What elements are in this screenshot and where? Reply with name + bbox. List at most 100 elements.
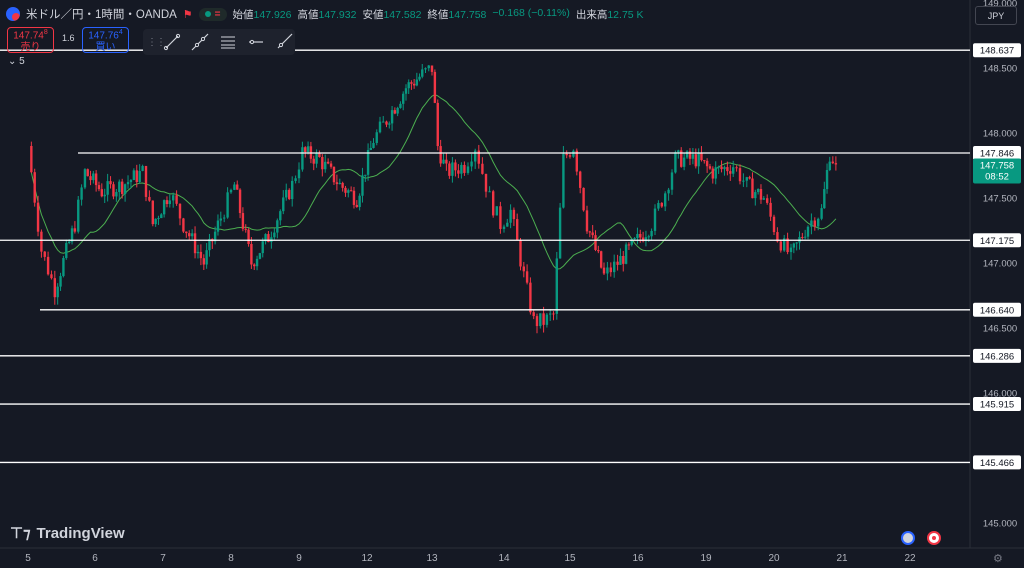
symbol-title[interactable]: 米ドル／円・1時間・OANDA [26,9,177,21]
ohlc-label: 安値 [362,8,384,21]
candle-body [329,163,333,167]
price-tick-label: 146.500 [983,324,1017,335]
drag-handle-icon[interactable]: ⋮⋮ [147,36,166,48]
fib-retracement-icon[interactable] [217,32,239,52]
candle-body [70,228,74,242]
time-tick-label: 19 [700,553,712,564]
ray-icon[interactable] [273,32,295,52]
candle-body [178,203,182,219]
tradingview-logo-icon: ⊤⁊ [10,525,31,542]
jp-economic-event-icon[interactable] [927,531,941,545]
candle-body [160,214,163,219]
candle-body [318,153,321,157]
candle-body [664,193,667,207]
candle-body [148,196,151,201]
candle-body [436,102,439,147]
time-tick-label: 16 [632,553,644,564]
candle-body [375,132,378,143]
ohlc-label: 出来高 [575,8,608,21]
candle-body [433,71,437,103]
candle-body [241,213,245,229]
candle-body [185,231,188,234]
candle-body [421,69,424,77]
horizontal-ray-icon[interactable] [245,32,267,52]
indicator-count: 5 [19,56,25,67]
ohlc-value: 147.932 [318,8,357,21]
candle-body [834,163,838,165]
price-level-tag [973,233,1021,248]
candle-body [738,168,742,182]
price-level-label: 146.640 [980,305,1014,316]
chart-header: 米ドル／円・1時間・OANDA ⚑ = 始値147.926 高値147.932 … [6,5,644,23]
candle-body [378,121,382,133]
candle-body [442,159,445,164]
settings-gear-icon[interactable]: ⚙ [993,553,1003,565]
buy-button[interactable]: 147.764 買い [82,27,129,53]
candle-body [279,211,282,221]
ohlc-label: 終値 [427,8,449,21]
candle-body [261,241,264,254]
sell-button[interactable]: 147.748 売り [7,27,54,53]
candle-body [622,256,625,264]
flag-icon[interactable]: ⚑ [182,8,193,21]
candle-body [144,165,148,197]
market-status-badge[interactable]: = [198,7,227,21]
candle-body [463,164,466,173]
candle-body [619,256,622,265]
candle-body [630,239,633,245]
candle-body [46,256,50,275]
candle-body [806,226,810,237]
candle-body [366,149,370,175]
price-tick-label: 147.500 [983,194,1017,205]
candle-body [575,150,578,172]
candle-body [624,244,628,264]
candle-body [335,182,339,185]
candle-body [92,173,95,181]
candle-body [229,189,233,193]
indicator-collapse-toggle[interactable]: ⌄ 5 [8,56,25,67]
time-tick-label: 15 [564,553,576,564]
candle-body [588,231,592,233]
candle-body [77,199,80,232]
candle-body [168,200,171,205]
candle-body [121,181,124,194]
candle-body [123,184,127,194]
candle-body [776,232,779,242]
candle-body [492,191,495,216]
candle-body [424,68,427,70]
candle-body [288,189,291,200]
extended-line-icon[interactable] [189,32,211,52]
candle-body [732,167,735,174]
trend-line-icon[interactable] [161,32,183,52]
candle-body [415,79,419,86]
time-tick-label: 12 [361,553,373,564]
candle-body [103,194,106,197]
price-tick-label: 145.000 [983,519,1017,530]
candle-body [717,166,720,168]
price-tick-label: 149.000 [983,0,1017,10]
candle-body [525,271,529,283]
candle-body [512,209,516,220]
candle-body [745,177,748,181]
candle-body [418,76,421,80]
candle-body [226,192,229,218]
price-tick-label: 147.000 [983,259,1017,270]
candle-body [762,198,765,200]
currency-selector[interactable]: JPY [975,6,1017,25]
candle-body [109,181,112,185]
price-level-tag [973,348,1021,363]
candle-body [118,181,121,193]
us-economic-event-icon[interactable] [901,531,915,545]
candle-body [238,189,242,214]
candle-body [516,219,519,241]
candle-body [233,184,236,190]
candle-body [685,151,689,158]
price-level-label: 147.846 [980,149,1014,160]
candle-body [315,153,318,164]
candle-body [813,220,816,227]
candle-body [779,241,782,251]
candle-body [454,162,457,171]
ohlc-change: −0.168 (−0.11%) [492,6,570,19]
